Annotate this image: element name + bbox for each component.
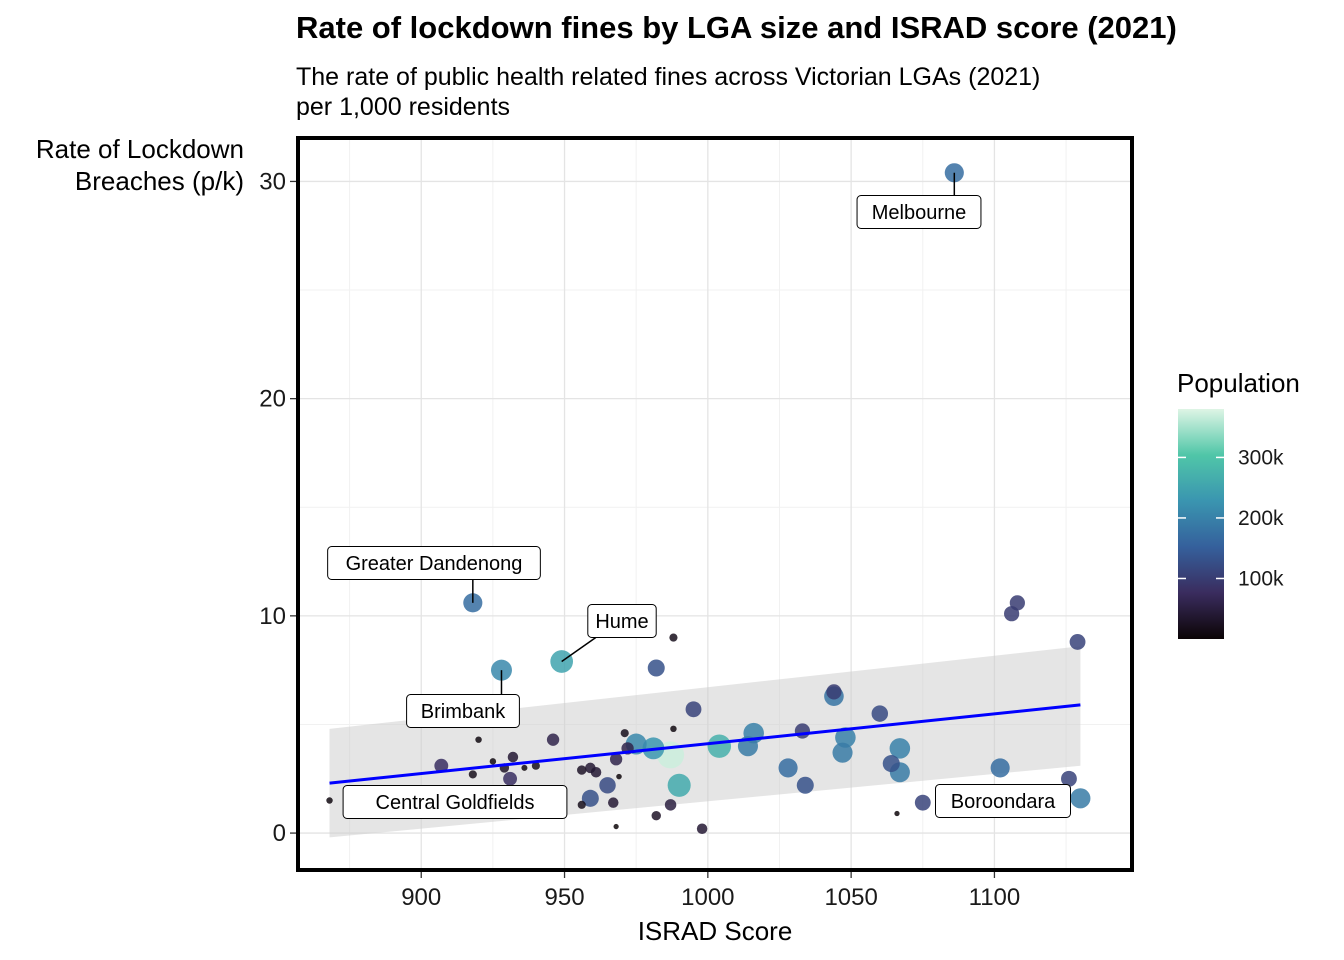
annotation-box [406, 694, 520, 728]
annotation-label: Hume [595, 611, 648, 633]
annotation-box [856, 195, 982, 229]
data-point [696, 823, 708, 834]
annotation-box [342, 785, 568, 819]
x-tick-label: 1100 [969, 884, 1021, 911]
annotation-box [587, 604, 657, 638]
annotation-label: Boroondara [951, 791, 1056, 813]
annotation-label: Greater Dandenong [346, 553, 523, 575]
data-point [609, 753, 623, 766]
y-tick-label: 10 [259, 603, 286, 630]
data-point [832, 742, 853, 763]
data-point [914, 794, 931, 811]
data-point [1061, 770, 1077, 787]
data-point [1004, 606, 1020, 622]
data-point [647, 659, 665, 677]
x-tick-label: 1050 [824, 884, 877, 911]
data-point [667, 773, 691, 797]
annotation-label: Brimbank [421, 701, 506, 723]
data-point [577, 765, 587, 775]
data-point [670, 725, 677, 733]
data-point [590, 766, 602, 778]
color-legend: Population 100k 200k 300k [1177, 368, 1300, 639]
annotation-leader [561, 636, 597, 663]
data-point [475, 736, 482, 743]
x-axis-label: ISRAD Score [638, 916, 793, 946]
legend-title: Population [1177, 368, 1300, 398]
data-point [685, 701, 702, 718]
data-point [1070, 788, 1091, 809]
data-point [489, 758, 497, 765]
data-point [507, 751, 519, 763]
plot-border [296, 136, 1134, 872]
y-tick-label: 0 [273, 820, 286, 847]
annotation-label: Melbourne [872, 202, 967, 224]
data-point [990, 758, 1010, 778]
data-point [889, 738, 911, 759]
data-point [599, 777, 616, 794]
data-points [326, 163, 1091, 834]
data-point [669, 633, 678, 642]
x-tick-label: 1000 [681, 884, 734, 911]
x-tick-label: 900 [401, 884, 441, 911]
data-point [550, 650, 574, 673]
data-point [894, 810, 900, 817]
data-point [826, 684, 842, 700]
data-point [503, 771, 518, 786]
data-point [664, 799, 677, 811]
annotation-box [327, 546, 541, 580]
legend-tick-label: 200k [1238, 507, 1284, 530]
data-point [707, 734, 732, 758]
chart-title: Rate of lockdown fines by LGA size and I… [296, 10, 1177, 45]
annotation-label: Central Goldfields [376, 792, 535, 814]
y-axis-label: Breaches (p/k) [75, 166, 244, 196]
data-point [882, 755, 900, 773]
chart-subtitle: The rate of public health related fines … [296, 63, 1041, 121]
colorbar [1178, 409, 1224, 639]
annotation-labels: Melbourne Greater Dandenong Hume Brimbank Ce… [327, 172, 1071, 819]
annotation-box [935, 784, 1071, 818]
data-point [616, 773, 622, 780]
data-point [608, 797, 619, 808]
data-point [778, 758, 798, 778]
data-point [794, 723, 811, 739]
data-point [613, 823, 619, 830]
data-point [620, 729, 629, 738]
legend-tick-label: 100k [1238, 567, 1284, 590]
data-point [546, 733, 560, 746]
x-axis: 900 950 1000 1050 1100 ISRAD Score [401, 872, 1020, 946]
data-point [871, 705, 889, 722]
y-tick-label: 20 [259, 386, 286, 413]
data-point [796, 776, 814, 794]
data-point [468, 770, 477, 779]
data-point [651, 810, 661, 821]
data-point [577, 800, 586, 809]
trend-line [329, 703, 1081, 785]
y-tick-label: 30 [259, 168, 286, 195]
data-point [521, 764, 528, 771]
data-point [531, 761, 540, 770]
y-axis-label: Rate of Lockdown [36, 134, 244, 164]
data-point [1069, 634, 1086, 650]
data-point [326, 797, 333, 804]
data-point [835, 727, 856, 748]
data-point [581, 789, 599, 807]
x-tick-label: 950 [545, 884, 585, 911]
legend-tick-label: 300k [1238, 446, 1284, 469]
data-point [434, 758, 449, 773]
